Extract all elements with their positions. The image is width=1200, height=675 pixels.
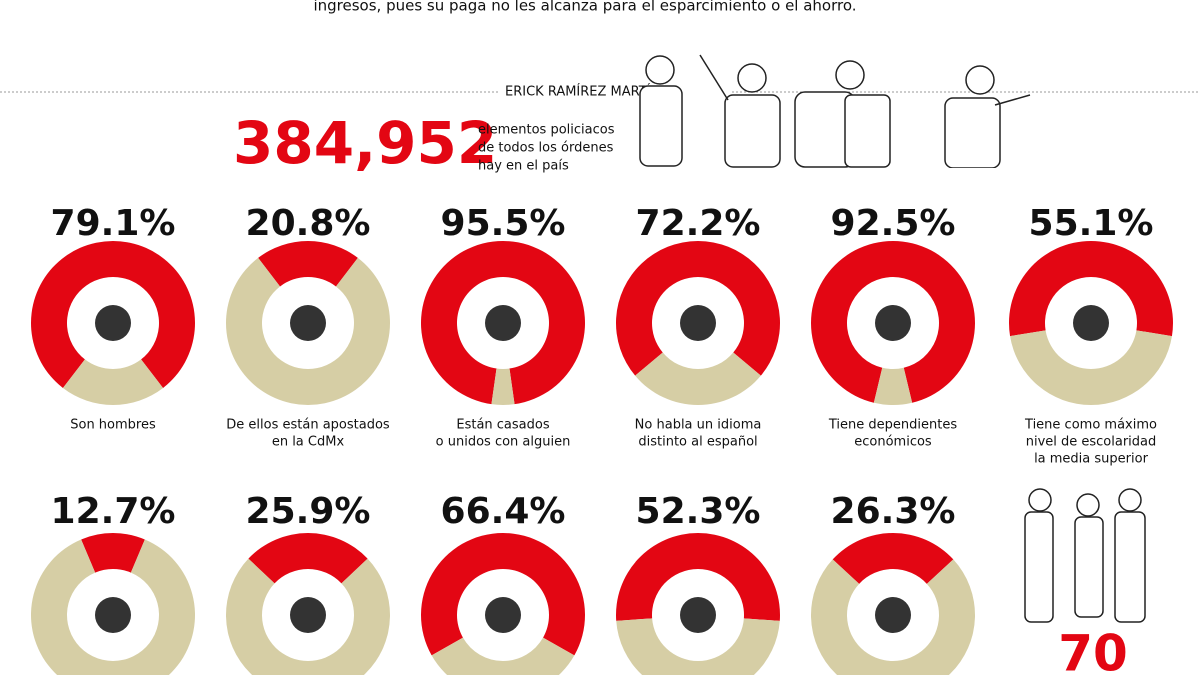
donut-segment — [81, 533, 145, 573]
value-label: 20.8% — [246, 203, 371, 244]
donut-segment — [226, 558, 390, 675]
donut-segment — [873, 367, 913, 405]
donut-segment — [491, 368, 515, 406]
donut-segment — [248, 533, 368, 584]
donut-segment — [31, 241, 196, 388]
footer-number: 70 — [1058, 625, 1128, 675]
donut-segment — [811, 559, 975, 675]
value-label: 79.1% — [51, 203, 176, 244]
donut-segment — [615, 240, 780, 376]
total-text: elementos policiacos de todos los órdenes… — [478, 123, 615, 174]
icon — [290, 597, 326, 633]
caption: Están casados — [456, 418, 549, 433]
donut-segment — [616, 532, 780, 621]
value-label: 52.3% — [636, 491, 761, 532]
donut-segment — [1009, 241, 1173, 337]
caption: nivel de escolaridad — [1026, 435, 1157, 450]
total-line: hay en el país — [478, 159, 569, 174]
caption: Tiene dependientes — [828, 418, 957, 433]
total-line: de todos los órdenes — [478, 141, 614, 156]
donut-segment — [635, 352, 761, 405]
donut-segment — [431, 637, 575, 675]
value-label: 55.1% — [1029, 203, 1154, 244]
total-line: elementos policiacos — [478, 123, 615, 138]
donut-segment — [421, 241, 585, 405]
value-label: 95.5% — [441, 203, 566, 244]
donut-segment — [225, 257, 390, 405]
donut-segment — [832, 533, 954, 584]
caption: o unidos con alguien — [436, 435, 571, 450]
byline: ERICK RAMÍREZ MARTÍNEZ — [505, 84, 677, 100]
caption: De ellos están apostados — [226, 418, 390, 433]
icon — [485, 597, 521, 633]
caption: Son hombres — [70, 418, 156, 433]
icon — [95, 305, 131, 341]
caption: Tiene como máximo — [1024, 418, 1157, 433]
icon — [485, 305, 521, 341]
value-label: 92.5% — [831, 203, 956, 244]
donut-segment — [1010, 330, 1172, 406]
donut-segment — [421, 532, 585, 656]
donut-segment — [616, 618, 780, 675]
donut-segment — [258, 241, 358, 287]
icon — [290, 305, 326, 341]
value-label: 66.4% — [441, 491, 566, 532]
caption: en la CdMx — [272, 435, 345, 450]
icon — [1073, 305, 1109, 341]
value-label: 26.3% — [831, 491, 956, 532]
police-illustration — [639, 54, 1031, 169]
caption: económicos — [854, 435, 932, 450]
donuts: 79.1% Son hombres 20.8% De ellos están apos… — [31, 203, 1173, 675]
value-label: 25.9% — [246, 491, 371, 532]
icon — [680, 597, 716, 633]
value-label: 72.2% — [636, 203, 761, 244]
caption: No habla un idioma — [635, 418, 762, 433]
icon — [95, 597, 131, 633]
value-label: 12.7% — [51, 491, 176, 532]
icon — [680, 305, 716, 341]
intro: ingresos, pues su paga no les alcanza pa… — [313, 0, 856, 15]
illus-cut — [660, 168, 1200, 170]
donut-segment — [62, 359, 164, 405]
total-number: 384,952 — [233, 109, 497, 177]
caption: la media superior — [1034, 452, 1149, 467]
caption: distinto al español — [638, 435, 757, 450]
donut-segment — [31, 539, 195, 675]
arrest-illustration — [1024, 488, 1146, 623]
icon — [875, 597, 911, 633]
icon — [875, 305, 911, 341]
donut-segment — [811, 240, 976, 403]
